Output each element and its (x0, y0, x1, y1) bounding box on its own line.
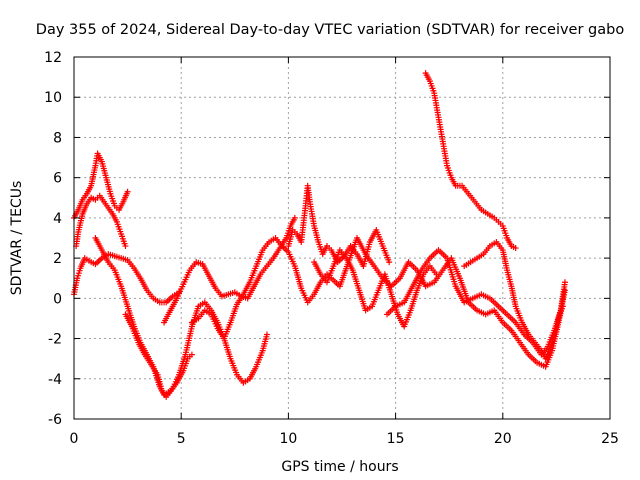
series-arc-h (285, 182, 393, 270)
x-tick-label: 20 (494, 431, 512, 447)
series-arc-m (461, 239, 566, 362)
data-points (71, 70, 568, 400)
y-tick-label: 0 (53, 291, 62, 307)
y-axis-label: SDTVAR / TECUs (9, 181, 25, 296)
series-arc-l (422, 70, 519, 252)
series-arc-j (328, 235, 568, 370)
x-axis-label: GPS time / hours (281, 459, 398, 475)
data-point (124, 188, 131, 195)
series-arc-a (71, 251, 183, 306)
y-tick-label: 12 (44, 50, 62, 66)
y-tick-label: 2 (53, 251, 62, 267)
data-point (188, 351, 195, 358)
data-point (512, 245, 519, 252)
x-tick-label: 25 (601, 431, 619, 447)
series-arc-c (71, 150, 131, 221)
series-arc-e (122, 299, 270, 400)
chart-title: Day 355 of 2024, Sidereal Day-to-day VTE… (36, 22, 625, 38)
y-tick-label: 8 (53, 130, 62, 146)
y-tick-label: -4 (48, 372, 62, 388)
series-arc-f (161, 214, 298, 326)
series-arc-i (311, 247, 440, 330)
data-point (323, 271, 330, 278)
y-tick-label: 6 (53, 171, 62, 187)
grid-lines (74, 57, 610, 419)
y-tick-label: -2 (48, 332, 62, 348)
tick-labels: 0 5 10 15 20 25 -6 -4 -2 0 2 4 6 8 10 12 (44, 50, 619, 447)
axis-ticks (73, 56, 611, 420)
series-arc-b (73, 192, 129, 250)
data-point (561, 279, 568, 286)
y-tick-label: 10 (44, 90, 62, 106)
data-point (122, 243, 129, 250)
data-point (559, 303, 566, 310)
x-tick-label: 5 (177, 431, 186, 447)
series-arc-g (188, 235, 330, 342)
data-point (386, 259, 393, 266)
data-point (291, 214, 298, 221)
data-point (263, 331, 270, 338)
x-tick-label: 0 (70, 431, 79, 447)
x-tick-label: 10 (279, 431, 297, 447)
x-tick-label: 15 (387, 431, 405, 447)
y-tick-label: -6 (48, 412, 62, 428)
y-tick-label: 4 (53, 211, 62, 227)
plot-frame (73, 56, 611, 420)
